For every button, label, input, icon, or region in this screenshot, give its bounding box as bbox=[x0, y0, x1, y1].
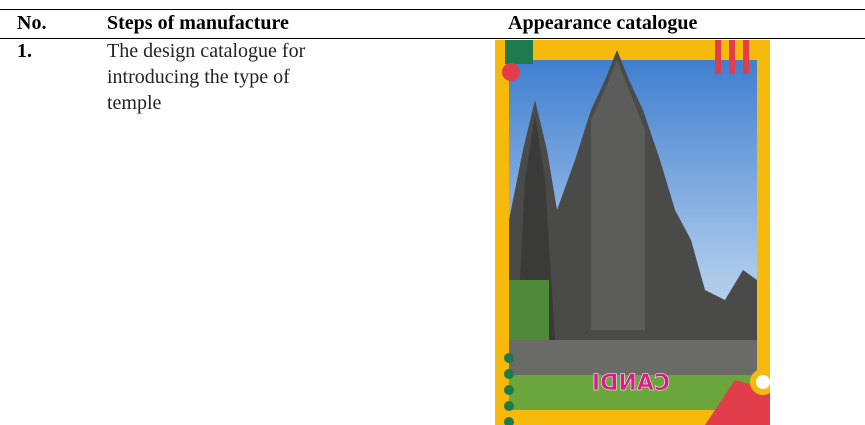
header-cell: Steps of manufacture bbox=[107, 12, 289, 34]
header-cell: Appearance catalogue bbox=[508, 12, 698, 34]
image-text: CANDI bbox=[592, 371, 670, 396]
row-number: 1. bbox=[17, 40, 32, 62]
step-line: temple bbox=[107, 92, 162, 114]
step-text: The design catalogue for introducing the… bbox=[107, 38, 305, 116]
step-line: The design catalogue for bbox=[107, 40, 306, 62]
header-rule bbox=[0, 38, 865, 39]
table-top-rule bbox=[0, 9, 865, 10]
step-line: introducing the type of bbox=[107, 66, 290, 88]
catalogue-image: CANDI bbox=[495, 40, 770, 425]
header-cell: No. bbox=[17, 12, 47, 34]
